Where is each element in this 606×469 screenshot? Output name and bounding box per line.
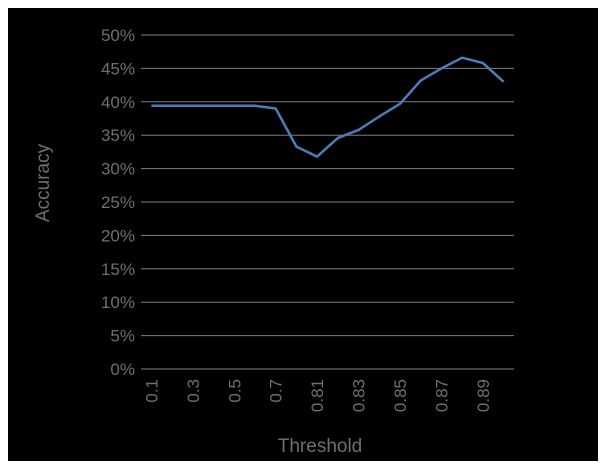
y-tick-label: 20% bbox=[101, 226, 135, 245]
y-tick-label: 5% bbox=[110, 327, 135, 346]
y-tick-label: 40% bbox=[101, 93, 135, 112]
y-tick-label: 30% bbox=[101, 160, 135, 179]
x-tick-label: 0.7 bbox=[267, 379, 286, 403]
y-tick-label: 15% bbox=[101, 260, 135, 279]
x-tick-label: 0.81 bbox=[308, 379, 327, 412]
x-axis-label: Threshold bbox=[278, 436, 363, 457]
chart-frame: 0% 5% 10% 15% 20% 25% 30% 35% 40% 45% 50% 0.1 0.3 0.… bbox=[8, 8, 598, 461]
x-tick-label: 0.3 bbox=[184, 379, 203, 403]
y-tick-label: 25% bbox=[101, 193, 135, 212]
x-axis-ticks: 0.1 0.3 0.5 0.7 0.81 0.83 0.85 0.87 0.89 bbox=[142, 379, 493, 412]
y-tick-label: 50% bbox=[101, 26, 135, 45]
series-line bbox=[151, 56, 505, 158]
x-tick-label: 0.5 bbox=[225, 379, 244, 403]
y-tick-label: 45% bbox=[101, 59, 135, 78]
gridlines bbox=[141, 34, 514, 370]
y-axis-ticks: 0% 5% 10% 15% 20% 25% 30% 35% 40% 45% 50% bbox=[101, 26, 135, 379]
x-tick-label: 0.87 bbox=[432, 379, 451, 412]
y-tick-label: 0% bbox=[110, 360, 135, 379]
x-tick-label: 0.85 bbox=[391, 379, 410, 412]
line-chart: 0%5%10%15%20%25%30%35%40%45%50% 0.1 0.3 0.… bbox=[33, 26, 514, 457]
y-tick-label: 10% bbox=[101, 293, 135, 312]
series-group bbox=[151, 56, 505, 158]
y-axis-label: Accuracy bbox=[33, 143, 54, 222]
x-tick-label: 0.89 bbox=[474, 379, 493, 412]
x-tick-label: 0.83 bbox=[350, 379, 369, 412]
x-tick-label: 0.1 bbox=[142, 379, 161, 403]
y-tick-label: 35% bbox=[101, 126, 135, 145]
